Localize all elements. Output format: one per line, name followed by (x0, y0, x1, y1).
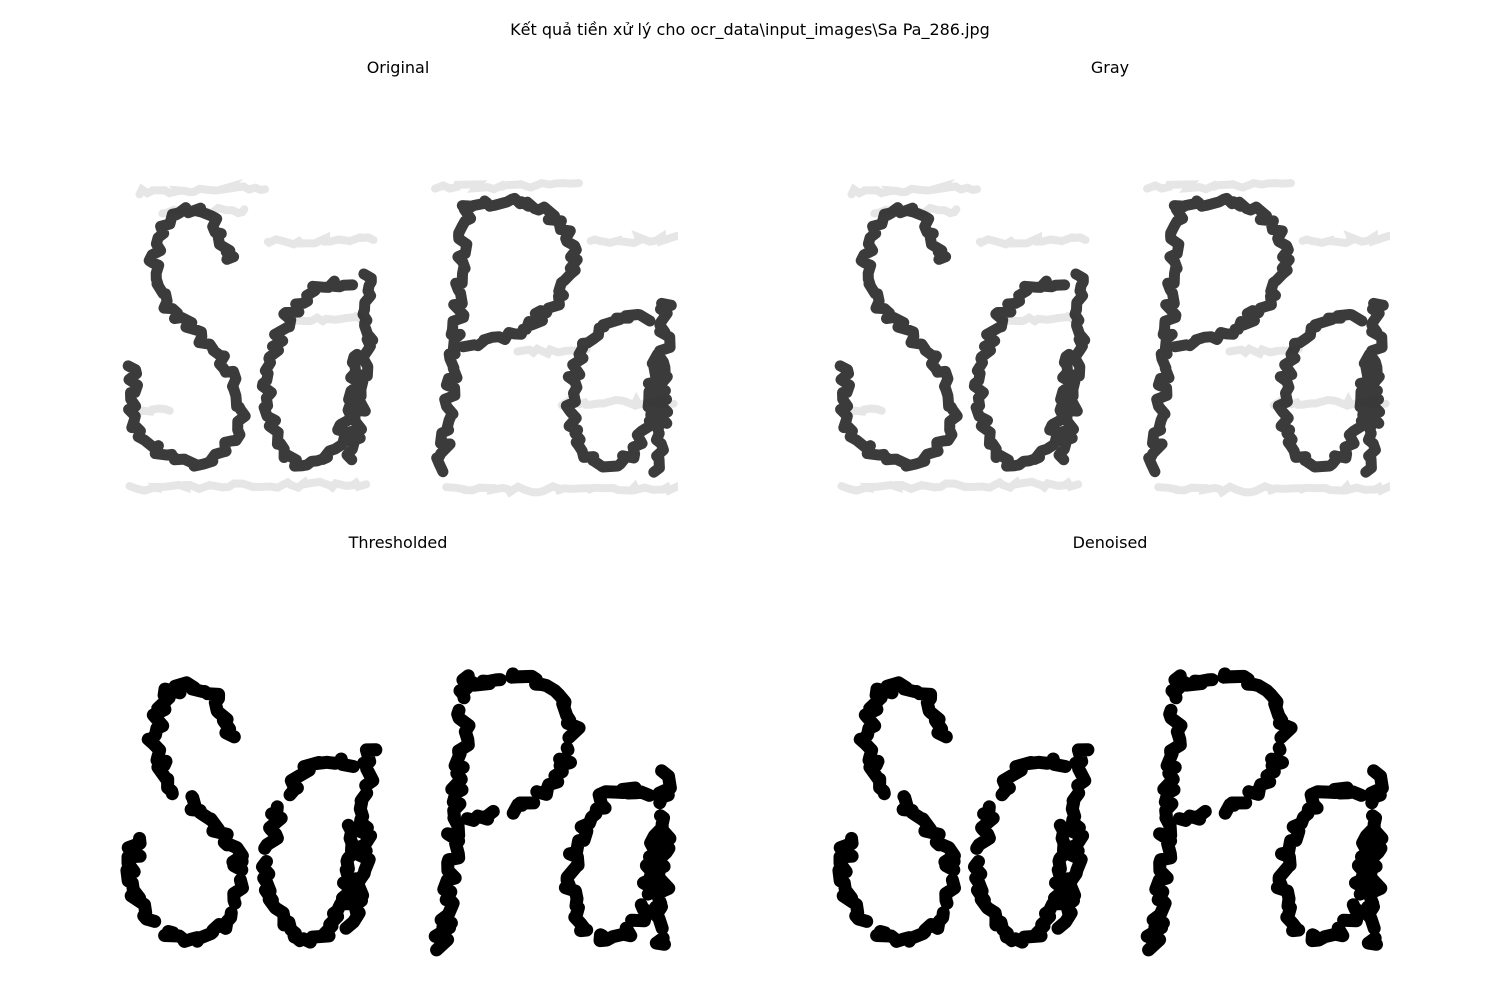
background-noise (263, 231, 378, 249)
image-background (830, 92, 1390, 512)
background-noise (125, 476, 371, 495)
background-noise (1154, 479, 1390, 498)
letter-s-stroke (832, 676, 961, 948)
letter-a-stroke (967, 743, 1095, 949)
original-image (118, 92, 678, 512)
panel-title-thresholded: Thresholded (348, 533, 448, 552)
background-noise (998, 311, 1080, 326)
letter-s-stroke (122, 202, 251, 472)
background-noise (586, 229, 678, 248)
background-noise (1225, 344, 1303, 359)
thresholded-image (118, 567, 678, 987)
letter-s-stroke (834, 202, 963, 472)
letter-a2-stroke (1270, 764, 1389, 951)
letter-a-stroke (256, 268, 379, 472)
panel-original: Original (118, 58, 678, 512)
letter-s-stroke (120, 676, 249, 948)
letter-p-stroke (428, 667, 586, 957)
letter-a-stroke (968, 268, 1091, 472)
letter-p-stroke (1143, 192, 1295, 478)
figure-title: Kết quả tiền xử lý cho ocr_data\input_im… (510, 20, 990, 39)
letter-p-stroke (431, 192, 583, 478)
panel-thresholded: Thresholded (118, 533, 678, 987)
panel-denoised: Denoised (830, 533, 1390, 987)
letter-a-stroke (255, 743, 383, 949)
image-background (118, 567, 678, 987)
letter-a2-stroke (1272, 297, 1389, 478)
background-noise (837, 476, 1083, 495)
background-noise (1298, 229, 1390, 248)
image-background (830, 567, 1390, 987)
gray-image (830, 92, 1390, 512)
panel-title-denoised: Denoised (1072, 533, 1148, 552)
background-noise (847, 404, 886, 417)
image-background (118, 92, 678, 512)
background-noise (286, 311, 368, 326)
background-noise (847, 178, 981, 199)
background-noise (431, 178, 583, 194)
panel-gray: Gray (830, 58, 1390, 512)
letter-a2-stroke (558, 764, 677, 951)
background-noise (975, 231, 1090, 249)
panel-title-original: Original (366, 58, 430, 77)
panel-title-gray: Gray (1090, 58, 1130, 77)
background-noise (135, 404, 174, 417)
background-noise (1143, 178, 1295, 194)
background-noise (135, 178, 269, 199)
letter-p-stroke (1140, 667, 1298, 957)
letter-a2-stroke (560, 297, 677, 478)
background-noise (513, 344, 591, 359)
denoised-image (830, 567, 1390, 987)
background-noise (442, 479, 678, 498)
